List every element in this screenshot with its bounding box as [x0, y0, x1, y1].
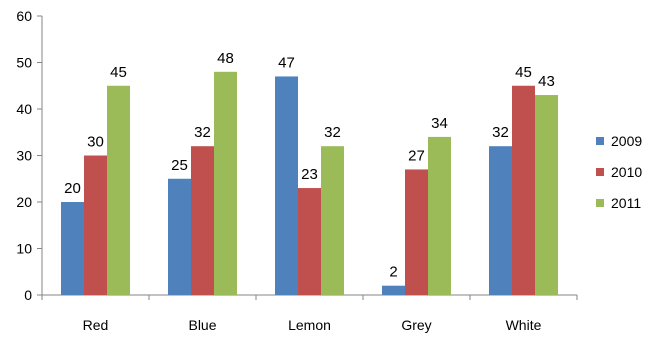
bar-value-label: 45	[515, 64, 532, 81]
bar	[298, 188, 321, 295]
legend: 2009 2010 2011	[596, 133, 642, 211]
x-tick-label: Red	[83, 317, 109, 333]
bar-value-label: 34	[431, 115, 448, 132]
bar-value-label: 48	[217, 50, 234, 67]
bar-value-label: 32	[194, 124, 211, 141]
bar	[107, 85, 130, 295]
legend-swatch	[596, 137, 604, 145]
bar	[535, 95, 558, 295]
legend-swatch	[596, 168, 604, 176]
y-tick-label: 10	[16, 241, 32, 257]
legend-swatch	[596, 199, 604, 207]
bar	[512, 85, 535, 295]
legend-label: 2011	[611, 195, 641, 211]
bar-value-label: 45	[110, 64, 127, 81]
y-tick-label: 20	[16, 194, 32, 210]
axes: 0 10 20 30 40 50 60 Red Blue Lemon Grey White	[16, 8, 578, 333]
bar	[321, 146, 344, 295]
bar-value-label: 47	[278, 54, 295, 71]
bar	[275, 76, 298, 295]
bar-value-label: 30	[87, 134, 104, 151]
y-tick-label: 50	[16, 55, 32, 71]
bar-value-label: 25	[171, 157, 188, 174]
bar	[382, 285, 405, 295]
x-tick-label: White	[506, 317, 542, 333]
bar	[168, 178, 191, 295]
bar	[489, 146, 512, 295]
bar-value-label: 43	[538, 73, 555, 90]
data-labels: 20 30 45 25 32 48 47 23 32 2 27 34 32 45 43	[64, 50, 555, 281]
bar-value-label: 2	[389, 264, 397, 281]
x-tick-label: Lemon	[288, 317, 331, 333]
bar	[405, 169, 428, 295]
x-tick-label: Blue	[188, 317, 216, 333]
bar-value-label: 27	[408, 147, 425, 164]
bar-value-label: 20	[64, 180, 81, 197]
bar-value-label: 32	[492, 124, 509, 141]
y-tick-label: 40	[16, 101, 32, 117]
bar	[191, 146, 214, 295]
bar	[214, 71, 237, 295]
bar	[84, 155, 107, 295]
legend-label: 2010	[611, 164, 642, 180]
bar-value-label: 23	[301, 166, 318, 183]
x-tick-label: Grey	[401, 317, 431, 333]
y-tick-label: 0	[24, 287, 32, 303]
bars	[61, 71, 558, 295]
y-tick-label: 60	[16, 8, 32, 24]
bar	[61, 202, 84, 295]
y-tick-label: 30	[16, 148, 32, 164]
bar-value-label: 32	[324, 124, 341, 141]
bar	[428, 136, 451, 295]
legend-label: 2009	[611, 133, 642, 149]
